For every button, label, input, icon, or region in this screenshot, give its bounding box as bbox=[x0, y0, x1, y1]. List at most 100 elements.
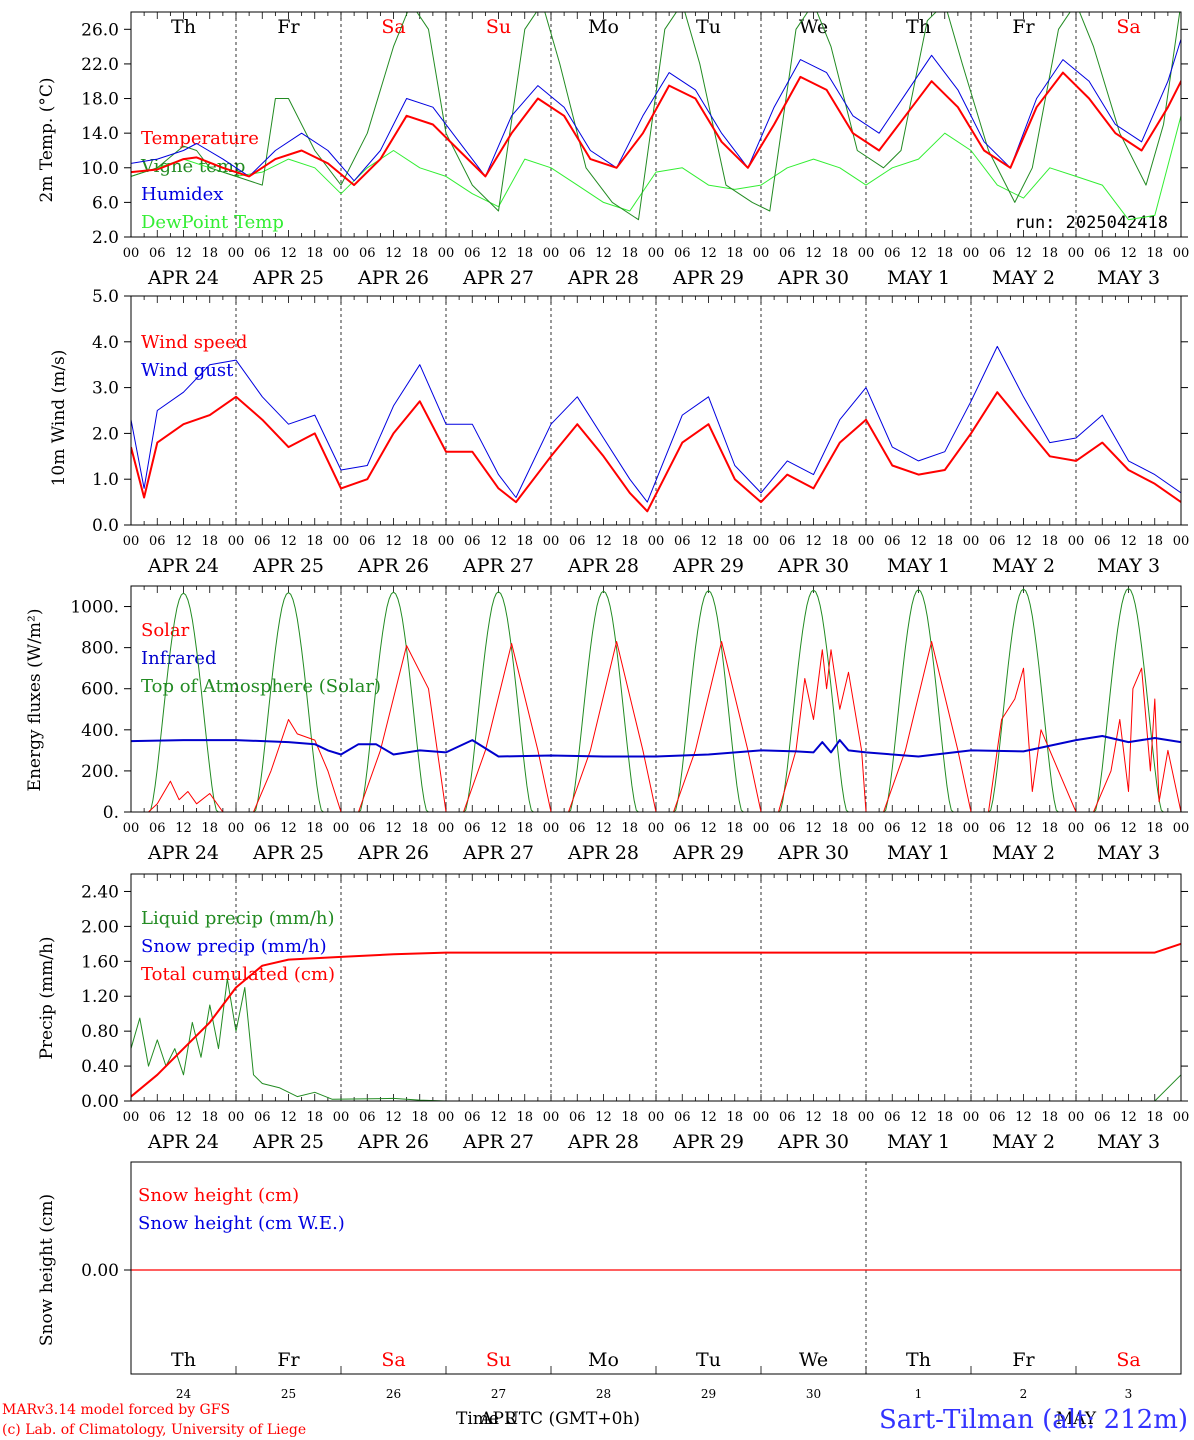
hour-tick-label: 18 bbox=[516, 246, 533, 261]
hour-tick-label: 06 bbox=[1094, 821, 1111, 836]
hour-tick-label: 00 bbox=[753, 534, 770, 549]
date-label: MAY 3 bbox=[1097, 555, 1160, 577]
hour-tick-label: 18 bbox=[1041, 1110, 1058, 1125]
weekday-label: Sa bbox=[381, 1349, 405, 1371]
date-label: APR 24 bbox=[147, 842, 219, 864]
date-label: APR 26 bbox=[357, 1131, 429, 1153]
hour-tick-label: 12 bbox=[595, 246, 612, 261]
hour-tick-label: 06 bbox=[464, 821, 481, 836]
hour-tick-label: 06 bbox=[1094, 246, 1111, 261]
y-tick-label: 6.0 bbox=[92, 193, 119, 213]
hour-tick-label: 12 bbox=[595, 1110, 612, 1125]
hour-tick-label: 12 bbox=[385, 246, 402, 261]
total-cumulated-cm-line bbox=[131, 942, 1181, 1098]
date-label: MAY 3 bbox=[1097, 267, 1160, 289]
weekday-label: We bbox=[799, 1349, 828, 1371]
month-label: MAY bbox=[1056, 1409, 1097, 1429]
hour-tick-label: 00 bbox=[228, 534, 245, 549]
hour-tick-label: 18 bbox=[201, 1110, 218, 1125]
date-label: APR 29 bbox=[672, 1131, 744, 1153]
x-axis-label: Time UTC (GMT+0h) bbox=[456, 1409, 640, 1429]
hour-tick-label: 06 bbox=[254, 821, 271, 836]
station-label: Sart-Tilman (alt: 212m) bbox=[879, 1405, 1188, 1435]
hour-tick-label: 00 bbox=[753, 1110, 770, 1125]
hour-tick-label: 18 bbox=[726, 1110, 743, 1125]
hour-tick-label: 18 bbox=[306, 534, 323, 549]
hour-tick-label: 00 bbox=[858, 246, 875, 261]
hour-tick-label: 18 bbox=[411, 821, 428, 836]
y-tick-label: 1000. bbox=[70, 598, 119, 618]
hour-tick-label: 12 bbox=[385, 1110, 402, 1125]
plot-frame bbox=[130, 1161, 1182, 1375]
hour-tick-label: 00 bbox=[1173, 1110, 1190, 1125]
hour-tick-label: 00 bbox=[648, 534, 665, 549]
hour-tick-label: 00 bbox=[543, 1110, 560, 1125]
legend-snow-height-we: Snow height (cm W.E.) bbox=[138, 1213, 345, 1234]
credit-line-1: MARv3.14 model forced by GFS bbox=[2, 1402, 230, 1418]
date-label: APR 30 bbox=[777, 1131, 849, 1153]
hour-tick-label: 06 bbox=[989, 821, 1006, 836]
hour-tick-label: 06 bbox=[464, 246, 481, 261]
weekday-label: Sa bbox=[381, 16, 405, 38]
hour-tick-label: 12 bbox=[910, 534, 927, 549]
date-label: APR 25 bbox=[252, 267, 324, 289]
hour-tick-label: 06 bbox=[149, 821, 166, 836]
y-tick-label: 22.0 bbox=[81, 55, 119, 75]
y-tick-label: 0.40 bbox=[81, 1057, 119, 1077]
weekday-label: Fr bbox=[277, 16, 300, 38]
hour-tick-label: 06 bbox=[779, 821, 796, 836]
hour-tick-label: 00 bbox=[1173, 821, 1190, 836]
hour-tick-label: 12 bbox=[1120, 246, 1137, 261]
date-label: APR 26 bbox=[357, 555, 429, 577]
day-number-label: 26 bbox=[386, 1387, 401, 1401]
hour-tick-label: 00 bbox=[438, 821, 455, 836]
date-label: APR 28 bbox=[567, 1131, 639, 1153]
hour-tick-label: 12 bbox=[805, 246, 822, 261]
hour-tick-label: 00 bbox=[333, 1110, 350, 1125]
hour-tick-label: 06 bbox=[884, 534, 901, 549]
hour-tick-label: 18 bbox=[1041, 246, 1058, 261]
weekday-label: Th bbox=[906, 1349, 931, 1371]
hour-tick-label: 12 bbox=[175, 821, 192, 836]
y-tick-label: 1.0 bbox=[92, 470, 119, 490]
hour-tick-label: 12 bbox=[1120, 1110, 1137, 1125]
hour-tick-label: 00 bbox=[963, 246, 980, 261]
date-label: APR 27 bbox=[462, 1131, 534, 1153]
hour-tick-label: 00 bbox=[648, 821, 665, 836]
date-label: APR 25 bbox=[252, 555, 324, 577]
date-label: APR 26 bbox=[357, 842, 429, 864]
hour-tick-label: 12 bbox=[490, 534, 507, 549]
hour-tick-label: 18 bbox=[1146, 821, 1163, 836]
hour-tick-label: 18 bbox=[306, 246, 323, 261]
hour-tick-label: 06 bbox=[254, 534, 271, 549]
hour-tick-label: 00 bbox=[753, 246, 770, 261]
hour-tick-label: 06 bbox=[149, 1110, 166, 1125]
legend-humidex: Humidex bbox=[141, 184, 223, 205]
toa-solar-line bbox=[131, 588, 1181, 812]
credit-line-2: (c) Lab. of Climatology, University of L… bbox=[2, 1422, 306, 1438]
hour-tick-label: 18 bbox=[726, 821, 743, 836]
weekday-label: Fr bbox=[1012, 1349, 1035, 1371]
weekday-label: Th bbox=[906, 16, 931, 38]
legend-vigne-temp: Vigne temp bbox=[140, 156, 245, 177]
hour-tick-label: 06 bbox=[779, 246, 796, 261]
hour-tick-label: 00 bbox=[648, 1110, 665, 1125]
y-tick-label: 26.0 bbox=[81, 20, 119, 40]
legend-wind-gust: Wind gust bbox=[141, 360, 234, 381]
y-tick-label: 2.0 bbox=[92, 228, 119, 248]
legend-dewpoint-temp: DewPoint Temp bbox=[141, 212, 284, 233]
hour-tick-label: 06 bbox=[569, 246, 586, 261]
hour-tick-label: 00 bbox=[1068, 1110, 1085, 1125]
hour-tick-label: 12 bbox=[700, 246, 717, 261]
dewpoint-temp-line bbox=[131, 115, 1181, 221]
y-tick-label: 0.80 bbox=[81, 1022, 119, 1042]
y-tick-label: 400. bbox=[81, 721, 119, 741]
hour-tick-label: 06 bbox=[359, 821, 376, 836]
hour-tick-label: 06 bbox=[464, 534, 481, 549]
hour-tick-label: 06 bbox=[779, 534, 796, 549]
hour-tick-label: 18 bbox=[936, 1110, 953, 1125]
y-tick-label: 5.0 bbox=[92, 287, 119, 307]
hour-tick-label: 06 bbox=[569, 1110, 586, 1125]
snow-panel: Snow height (cm) Snow height (cm) Snow h… bbox=[37, 1161, 1182, 1429]
